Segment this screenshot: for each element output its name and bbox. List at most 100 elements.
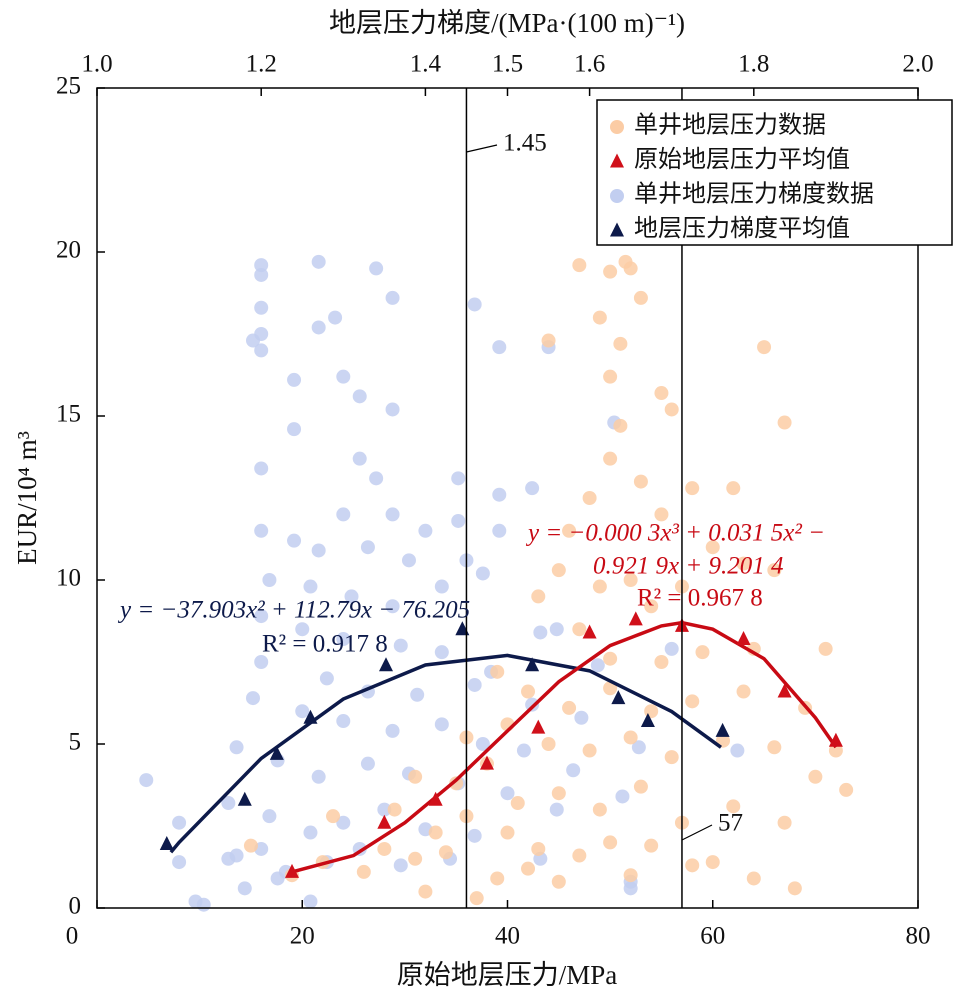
x-axis-title: 原始地层压力/MPa [397,960,618,990]
scatter-point [336,369,351,384]
scatter-point [254,655,269,669]
mean-marker [828,732,843,747]
scatter-point [490,664,505,679]
scatter-point [311,543,326,558]
scatter-point [685,858,700,873]
scatter-point [572,848,587,863]
scatter-point [254,267,269,282]
scatter-point [254,300,269,315]
scatter-point [352,451,367,466]
scatter-point [369,471,384,486]
scatter-point [490,871,505,886]
scatter-point [262,573,277,587]
scatter-point [615,789,630,804]
fit-equation: y = −37.903x² + 112.79x − 76.205 [117,597,470,624]
y-tick-label: 5 [69,729,82,756]
scatter-point [623,730,638,745]
x2-tick-label: 1.5 [492,51,523,78]
leader-line [681,824,713,841]
y-tick-label: 10 [56,565,81,592]
mean-marker [715,722,730,737]
scatter-point [533,625,548,640]
scatter-point [467,828,482,843]
scatter-point [428,825,443,840]
fit-equation: y = −0.000 3x³ + 0.031 5x² − [525,520,825,547]
scatter-point [387,802,402,817]
scatter-point [434,579,449,594]
scatter-point [434,717,449,732]
y-tick-label: 25 [56,73,81,100]
scatter-point [746,871,761,886]
scatter-point [311,320,326,335]
scatter-point [492,487,507,502]
scatter-point [531,841,546,856]
scatter-point [644,599,659,614]
scatter-point [726,481,741,496]
scatter-point [262,809,277,824]
top-axis-title: 地层压力梯度/(MPa·(100 m)⁻¹) [329,8,685,38]
scatter-point [623,261,638,276]
scatter-point [410,687,425,702]
x-tick-label: 20 [290,923,315,950]
mean-marker [479,755,494,770]
scatter-point [551,563,566,578]
mean-marker [237,791,252,806]
scatter-point [245,333,260,348]
mean-marker [531,719,546,734]
scatter-point [467,677,482,692]
legend-marker [610,153,624,168]
scatter-point [287,533,302,548]
scatter-point [736,684,751,699]
scatter-point [475,566,490,581]
scatter-point [393,638,408,653]
scatter-point [808,769,823,784]
mean-marker [640,713,655,728]
scatter-point [492,523,507,538]
x2-tick-label: 1.8 [738,51,769,78]
scatter-point [408,769,423,784]
scatter-point [344,589,359,604]
scatter-point [623,881,638,896]
legend-box [596,99,953,246]
scatter-point [623,573,638,587]
scatter-point [418,523,433,538]
legend-label: 单井地层压力梯度数据 [634,181,874,208]
scatter-point [685,694,700,709]
scatter-point [172,815,187,830]
scatter-point [451,513,466,528]
scatter-point [295,622,310,637]
scatter-point [654,655,669,669]
scatter-point [500,786,515,801]
mean-marker [159,836,174,851]
scatter-point [418,884,433,899]
scatter-point [243,838,258,853]
x-tick-label: 0 [66,923,79,950]
scatter-point [777,815,792,830]
scatter-point [664,641,679,656]
scatter-point [408,851,423,866]
scatter-point [385,290,400,305]
scatter-point [377,841,392,856]
scatter-point [818,641,833,656]
scatter-point [592,310,607,325]
leader-line [466,144,498,153]
scatter-point [303,894,318,909]
scatter-point [603,681,618,696]
scatter-point [336,507,351,522]
scatter-point [757,340,772,355]
scatter-point [685,481,700,496]
scatter-point [541,737,556,751]
scatter-point [623,868,638,883]
scatter-point [654,507,669,522]
scatter-point [311,254,326,269]
scatter-point [449,776,464,791]
scatter-point [356,864,371,879]
scatter-point [510,796,525,811]
scatter-point [287,372,302,387]
scatter-point [736,556,751,571]
scatter-point [352,389,367,404]
scatter-point [613,418,628,433]
scatter-point [730,743,745,758]
scatter-point [385,723,400,738]
